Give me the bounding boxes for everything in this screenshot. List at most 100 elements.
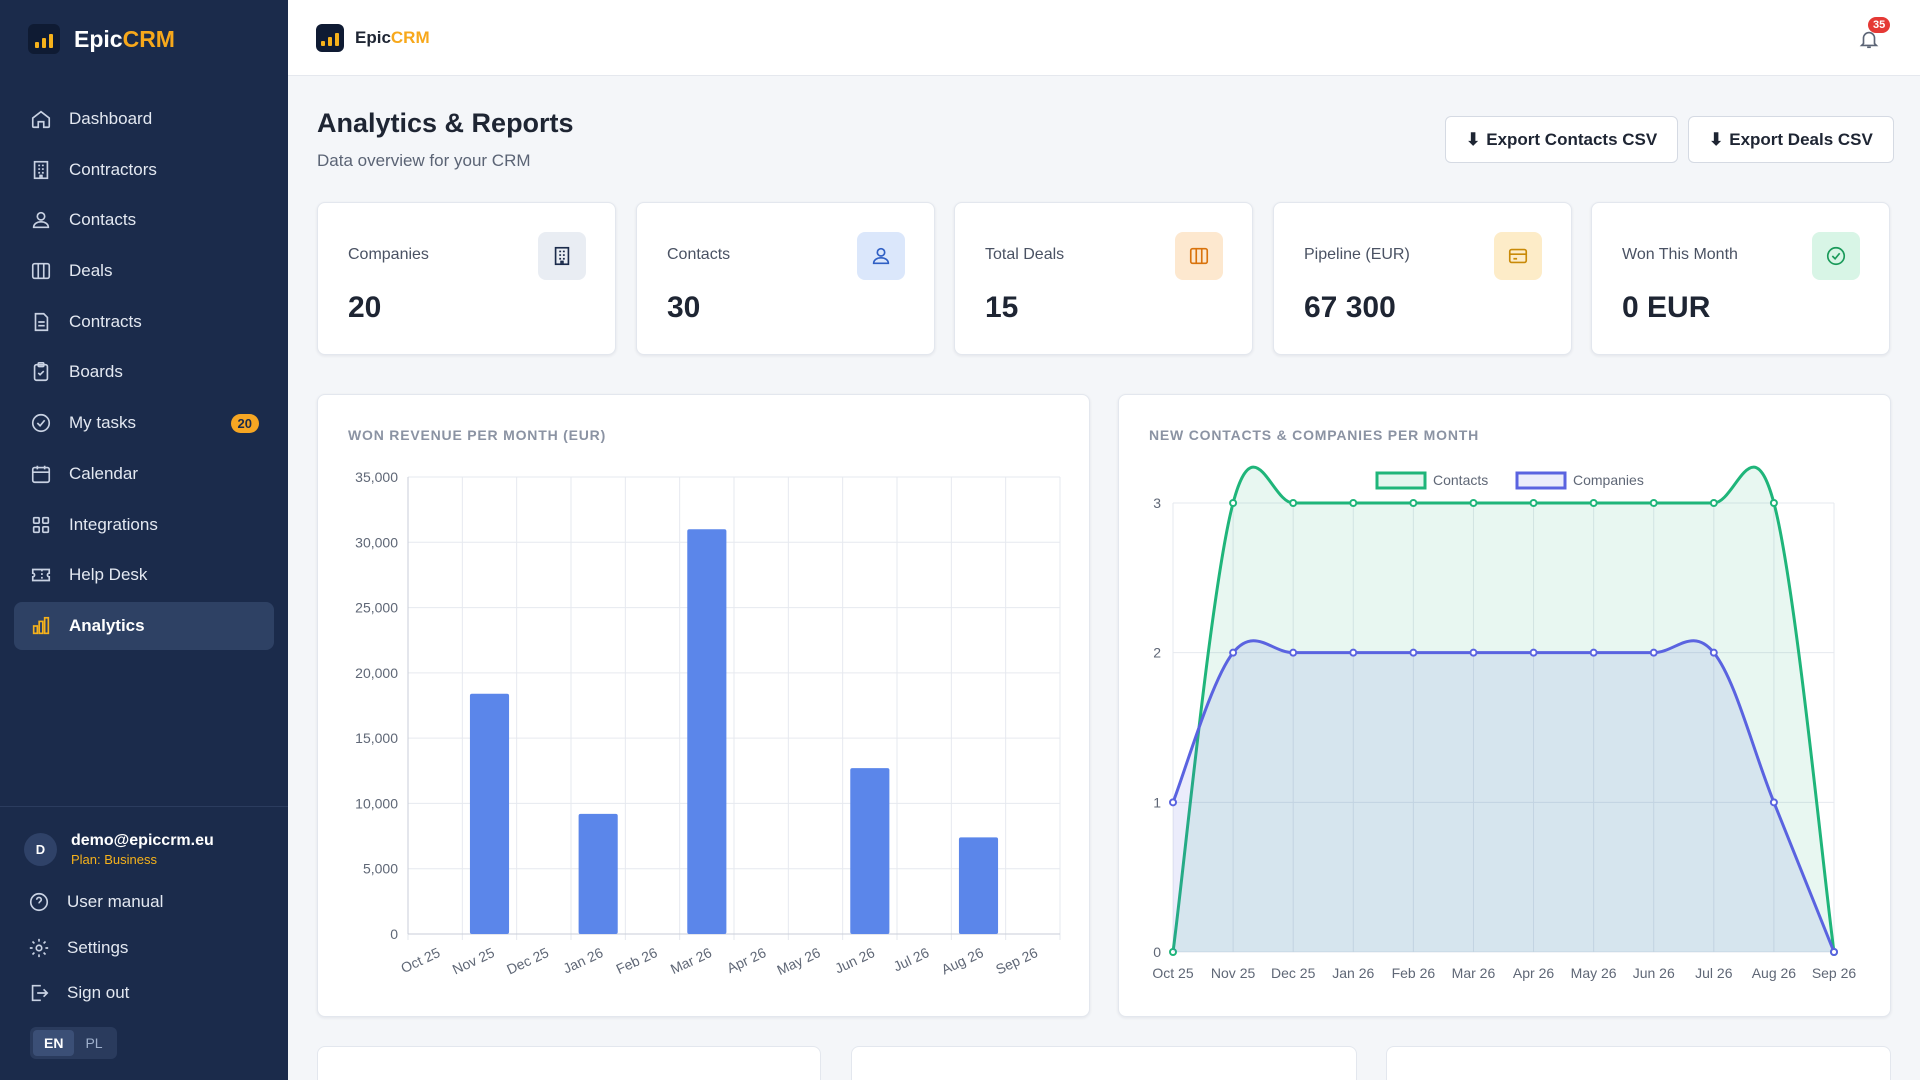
sidebar: EpicCRM Dashboard Contractors Contacts D… bbox=[0, 0, 288, 1080]
y-tick-label: 15,000 bbox=[355, 730, 398, 746]
sidebar-item-boards[interactable]: Boards bbox=[14, 348, 274, 396]
stat-value: 20 bbox=[348, 291, 382, 324]
x-tick-label: Jul 26 bbox=[891, 944, 932, 974]
brand-logo-icon bbox=[316, 24, 344, 52]
users-icon bbox=[30, 209, 52, 231]
sidebar-item-label: Contractors bbox=[69, 159, 157, 179]
series-area-companies bbox=[1173, 640, 1834, 952]
topbar-brand[interactable]: EpicCRM bbox=[316, 24, 430, 52]
y-tick-label: 25,000 bbox=[355, 600, 398, 616]
sidebar-item-contractors[interactable]: Contractors bbox=[14, 146, 274, 194]
sidebar-item-label: Contacts bbox=[69, 210, 137, 230]
x-tick-label: Dec 25 bbox=[1271, 965, 1316, 981]
x-tick-label: May 26 bbox=[1571, 965, 1617, 981]
sidebar-item-my-tasks[interactable]: My tasks 20 bbox=[14, 399, 274, 447]
x-tick-label: Jan 26 bbox=[1332, 965, 1374, 981]
x-tick-label: Jul 26 bbox=[1695, 965, 1733, 981]
users-icon bbox=[857, 232, 905, 280]
data-point bbox=[1589, 648, 1598, 657]
ticket-icon bbox=[30, 564, 52, 586]
user-profile[interactable]: D demo@epiccrm.eu Plan: Business bbox=[24, 832, 214, 867]
tasks-count-badge: 20 bbox=[230, 413, 259, 433]
y-tick-label: 5,000 bbox=[363, 861, 398, 877]
sidebar-item-label: Help Desk bbox=[69, 565, 148, 585]
data-point bbox=[1469, 499, 1478, 507]
x-tick-label: Mar 26 bbox=[668, 944, 714, 977]
stat-value: 15 bbox=[985, 291, 1019, 324]
bar-chart-icon bbox=[30, 615, 52, 637]
new-contacts-chart-card: NEW CONTACTS & COMPANIES PER MONTH 0 1 2 3 O… bbox=[1118, 394, 1891, 1017]
data-point bbox=[1229, 499, 1238, 507]
report-card bbox=[851, 1046, 1357, 1080]
lang-en-button[interactable]: EN bbox=[33, 1030, 75, 1056]
building-icon bbox=[30, 159, 52, 181]
logout-icon bbox=[28, 982, 50, 1004]
sidebar-item-label: Deals bbox=[69, 261, 113, 281]
bar bbox=[469, 693, 510, 934]
sidebar-divider bbox=[0, 806, 288, 807]
data-point bbox=[1830, 948, 1838, 956]
legend-swatch bbox=[1515, 471, 1567, 490]
x-tick-label: Jan 26 bbox=[561, 944, 606, 976]
sidebar-item-contracts[interactable]: Contracts bbox=[14, 298, 274, 346]
export-contacts-button[interactable]: ⬇ Export Contacts CSV bbox=[1445, 116, 1679, 163]
stat-card-contacts: Contacts 30 bbox=[636, 202, 935, 355]
data-point bbox=[1289, 499, 1298, 507]
gear-icon bbox=[28, 937, 50, 959]
x-tick-label: Nov 25 bbox=[450, 944, 497, 977]
y-tick-label: 20,000 bbox=[355, 665, 398, 681]
user-plan: Plan: Business bbox=[71, 852, 157, 867]
sidebar-item-dashboard[interactable]: Dashboard bbox=[14, 95, 274, 143]
sidebar-item-deals[interactable]: Deals bbox=[14, 247, 274, 295]
brand-name: EpicCRM bbox=[74, 25, 175, 52]
y-tick-label: 3 bbox=[1153, 495, 1161, 511]
sidebar-brand[interactable]: EpicCRM bbox=[28, 24, 175, 54]
clipboard-icon bbox=[30, 361, 52, 383]
sign-out-link[interactable]: Sign out bbox=[28, 982, 129, 1004]
sidebar-item-integrations[interactable]: Integrations bbox=[14, 501, 274, 549]
data-point bbox=[1169, 798, 1177, 807]
export-deals-button[interactable]: ⬇ Export Deals CSV bbox=[1688, 116, 1894, 163]
user-manual-link[interactable]: User manual bbox=[28, 891, 163, 913]
settings-label: Settings bbox=[67, 938, 129, 957]
sidebar-item-label: Integrations bbox=[69, 514, 158, 534]
data-point bbox=[1289, 648, 1298, 657]
bell-icon[interactable] bbox=[1858, 28, 1880, 50]
home-icon bbox=[30, 108, 52, 130]
legend-label: Contacts bbox=[1433, 472, 1488, 488]
sidebar-item-contacts[interactable]: Contacts bbox=[14, 196, 274, 244]
lang-pl-button[interactable]: PL bbox=[85, 1035, 103, 1051]
x-tick-label: Aug 26 bbox=[939, 944, 986, 977]
x-tick-label: Jun 26 bbox=[1633, 965, 1675, 981]
brand-logo-icon bbox=[28, 24, 60, 54]
legend-label: Companies bbox=[1573, 472, 1644, 488]
check-circle-icon bbox=[30, 412, 52, 434]
won-revenue-chart: 0 5,000 10,000 15,000 20,000 25,000 30,000 35,0… bbox=[355, 469, 1061, 978]
new-contacts-chart: 0 1 2 3 Oct 25 Nov 25 Dec 25 Jan 26 Feb 26 Mar 26… bbox=[1152, 465, 1856, 981]
check-circle-icon bbox=[1812, 232, 1860, 280]
settings-link[interactable]: Settings bbox=[28, 937, 128, 959]
columns-icon bbox=[30, 260, 52, 282]
data-point bbox=[1409, 648, 1418, 657]
stat-card-won-this-month: Won This Month 0 EUR bbox=[1591, 202, 1890, 355]
stat-value: 0 EUR bbox=[1622, 291, 1711, 324]
x-tick-label: Feb 26 bbox=[1392, 965, 1436, 981]
page-subtitle: Data overview for your CRM bbox=[317, 151, 531, 170]
stat-label: Companies bbox=[348, 246, 429, 263]
data-point bbox=[1769, 499, 1778, 507]
stat-card-companies: Companies 20 bbox=[317, 202, 616, 355]
help-circle-icon bbox=[28, 891, 50, 913]
x-tick-label: Feb 26 bbox=[613, 944, 659, 977]
sidebar-item-calendar[interactable]: Calendar bbox=[14, 450, 274, 498]
sidebar-item-help-desk[interactable]: Help Desk bbox=[14, 551, 274, 599]
y-tick-label: 0 bbox=[390, 926, 398, 942]
page-title: Analytics & Reports bbox=[317, 108, 574, 138]
report-card bbox=[1386, 1046, 1891, 1080]
sidebar-item-analytics[interactable]: Analytics bbox=[14, 601, 274, 650]
download-icon: ⬇ bbox=[1466, 129, 1481, 149]
data-point bbox=[1349, 648, 1358, 657]
stat-label: Total Deals bbox=[985, 246, 1065, 263]
data-point bbox=[1469, 648, 1478, 657]
x-tick-label: May 26 bbox=[774, 944, 823, 978]
user-email: demo@epiccrm.eu bbox=[71, 832, 214, 849]
